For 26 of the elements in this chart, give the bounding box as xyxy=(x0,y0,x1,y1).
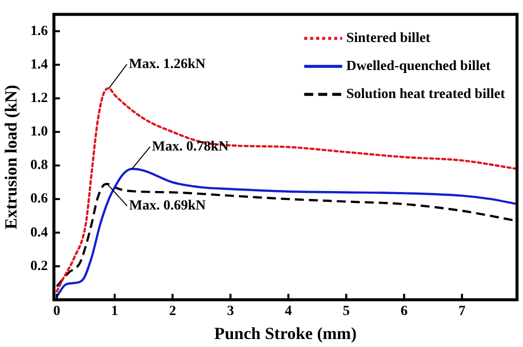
x-tick-label: 5 xyxy=(342,304,350,319)
y-tick-label: 1.4 xyxy=(30,57,48,72)
line-series xyxy=(56,168,517,298)
y-tick-label: 1.2 xyxy=(30,90,48,106)
legend-label: Dwelled-quenched billet xyxy=(346,59,491,74)
legend-label: Solution heat treated billet xyxy=(346,87,506,102)
y-axis-title: Extrusion load (kN) xyxy=(2,84,21,230)
y-tick-label: 0.8 xyxy=(30,158,48,174)
x-tick-label: 3 xyxy=(226,304,234,319)
x-axis-title: Punch Stroke (mm) xyxy=(214,324,357,344)
x-tick-label: 6 xyxy=(400,304,408,319)
annotation: Max. 1.26kN xyxy=(128,56,206,72)
x-tick-label: 7 xyxy=(458,304,466,319)
y-tick-label: 0.4 xyxy=(30,225,48,240)
y-tick-label: 0.6 xyxy=(30,192,48,207)
y-tick-label: 1.6 xyxy=(30,24,48,39)
annotation: Max. 0.69kN xyxy=(129,198,206,214)
x-tick-label: 4 xyxy=(284,304,292,319)
x-tick-label: 2 xyxy=(169,304,176,319)
y-tick-label: 1.0 xyxy=(30,124,48,140)
annotation: Max. 0.78kN xyxy=(152,139,229,154)
x-tick-label: 1 xyxy=(111,304,118,319)
legend-label: Sintered billet xyxy=(346,31,431,46)
line-series xyxy=(56,87,517,293)
x-tick-label: 0 xyxy=(53,304,60,319)
y-tick-label: 0.2 xyxy=(30,258,48,274)
